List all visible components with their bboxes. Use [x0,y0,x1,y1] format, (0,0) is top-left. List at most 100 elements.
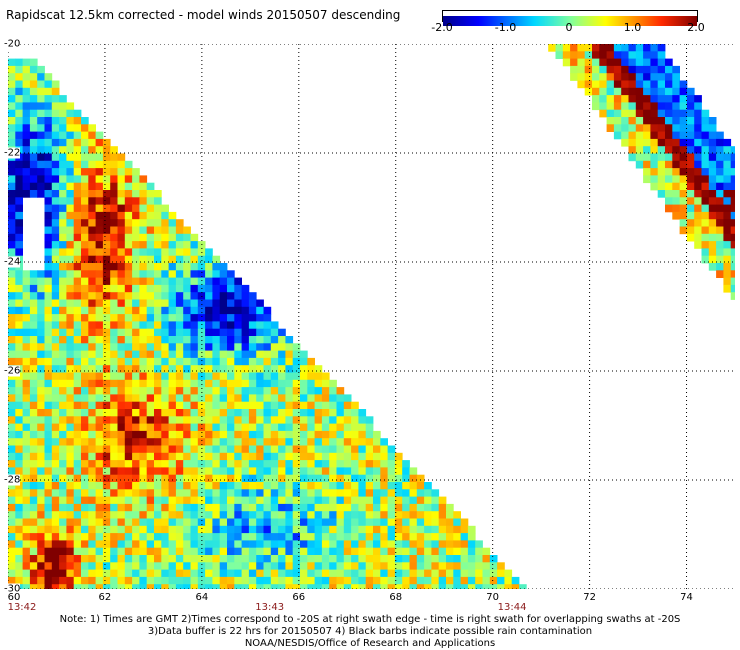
wind-cell [329,525,337,534]
wind-cell [343,460,352,468]
wind-cell [373,445,381,454]
wind-cell [81,219,89,227]
wind-cell [22,277,31,286]
wind-cell [190,416,199,424]
wind-cell [183,387,191,395]
wind-cell [453,525,461,534]
wind-cell [175,452,184,461]
wind-cell [183,270,191,278]
wind-cell [59,314,67,322]
wind-cell [102,569,111,578]
wind-cell [343,423,352,432]
wind-cell [212,503,221,512]
wind-cell [117,438,126,446]
wind-cell [329,387,337,395]
wind-cell [336,555,345,563]
wind-cell [95,314,104,322]
wind-cell [102,350,111,359]
wind-cell [175,357,184,366]
wind-cell [154,255,162,264]
wind-cell [205,533,213,541]
wind-cell [300,445,308,454]
wind-cell [686,138,695,147]
wind-cell [8,73,16,81]
wind-cell [44,576,53,585]
wind-cell [175,263,184,271]
wind-cell [300,555,308,563]
wind-cell [44,190,53,198]
wind-cell [701,146,710,154]
wind-cell [621,131,629,140]
wind-cell [628,73,637,81]
wind-cell [613,73,622,81]
wind-cell [394,474,403,483]
wind-cell [95,467,104,476]
wind-cell [15,562,23,570]
wind-cell [314,416,323,424]
wind-cell [183,423,191,432]
wind-cell [197,569,206,578]
wind-cell [212,357,221,366]
wind-cell [15,95,23,103]
wind-cell [22,372,31,381]
wind-cell [15,394,23,403]
wind-cell [307,460,315,468]
wind-cell [635,80,644,89]
wind-cell [124,357,133,366]
wind-cell [22,496,31,505]
wind-cell [132,555,140,563]
wind-cell [278,328,286,337]
wind-cell [44,525,53,534]
wind-cell [212,460,221,468]
wind-cell [51,168,60,176]
wind-cell [146,357,155,366]
wind-cell [708,160,717,169]
wind-cell [205,336,213,344]
wind-cell [110,219,118,227]
wind-cell [278,576,286,585]
wind-cell [190,518,199,527]
wind-cell [66,423,75,432]
wind-cell [66,540,75,549]
wind-cell [416,569,425,578]
wind-cell [387,503,396,512]
wind-cell [161,270,169,278]
wind-cell [300,409,308,417]
wind-cell [117,518,126,527]
wind-cell [59,299,67,308]
wind-cell [190,233,199,242]
wind-cell [44,153,53,162]
wind-cell [124,204,133,213]
wind-cell [248,357,257,366]
wind-cell [365,489,374,497]
wind-cell [292,576,301,585]
wind-cell [307,540,315,549]
wind-cell [110,146,118,154]
wind-cell [562,44,571,52]
wind-cell [679,153,688,162]
wind-cell [248,482,257,490]
wind-cell [29,109,38,118]
wind-cell [154,460,162,468]
wind-cell [88,540,96,549]
wind-cell [234,576,242,585]
wind-cell [8,533,16,541]
wind-cell [161,277,169,286]
wind-cell [22,584,31,592]
wind-cell [584,73,593,81]
wind-cell [66,533,75,541]
wind-cell [154,204,162,213]
wind-cell [15,117,23,125]
wind-cell [132,562,140,570]
wind-cell [716,204,724,213]
wind-cell [15,460,23,468]
wind-cell [336,387,345,395]
wind-cell [197,263,206,271]
wind-cell [343,511,352,519]
wind-cell [314,576,323,585]
wind-cell [139,365,148,373]
wind-cell [431,562,440,570]
wind-cell [227,467,235,476]
wind-cell [482,555,491,563]
wind-cell [329,409,337,417]
